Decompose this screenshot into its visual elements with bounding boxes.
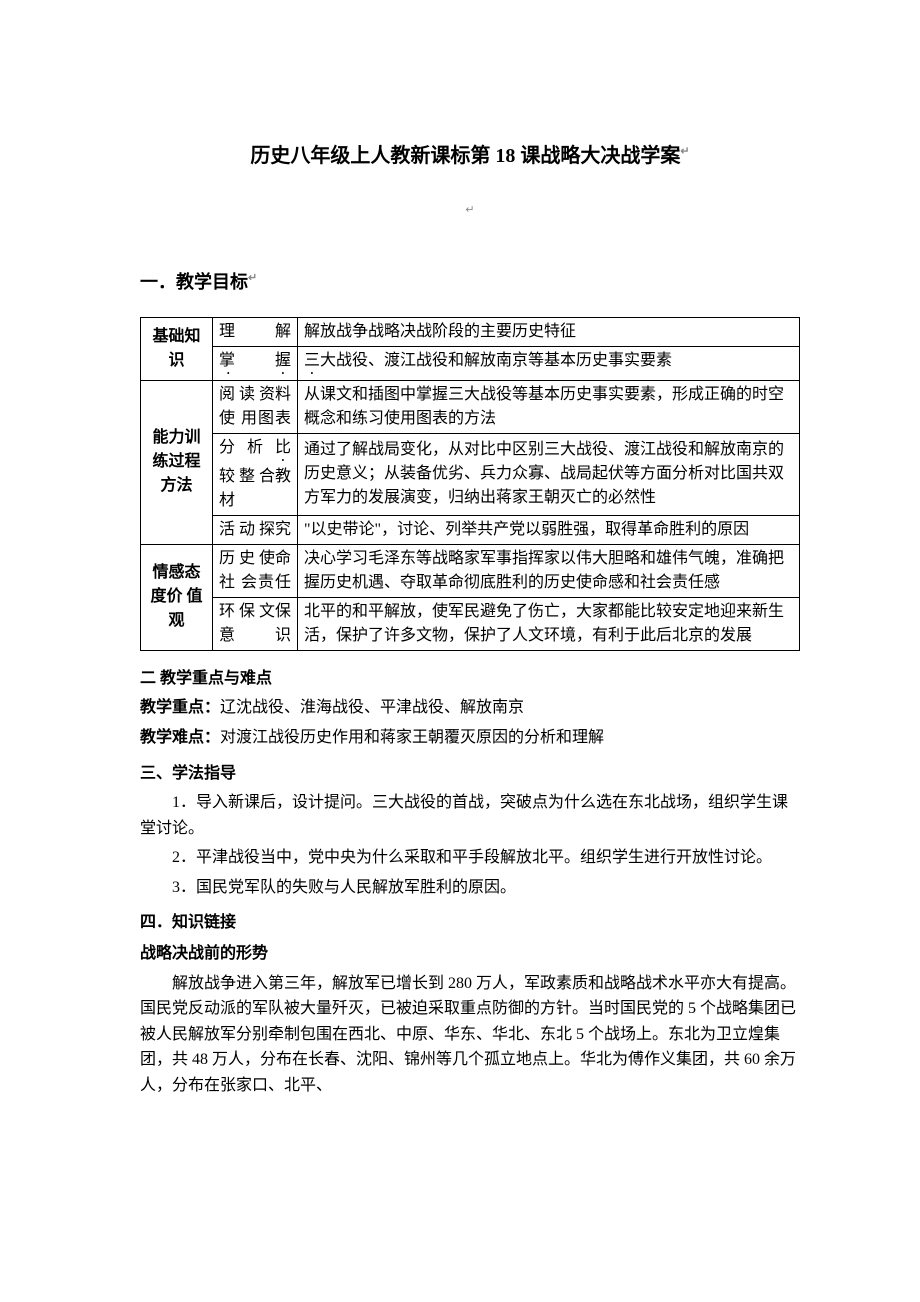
- cell-method: 活 动 探究: [213, 515, 298, 544]
- cell-content: 通过了解战局变化，从对比中区别三大战役、渡江战役和解放南京的历史意义；从装备优劣…: [298, 433, 800, 515]
- return-mark-2: ↵: [465, 204, 474, 216]
- return-mark-3: ↵: [248, 272, 257, 284]
- title-text: 历史八年级上人教新课标第 18 课战略大决战学案: [250, 145, 680, 167]
- empty-return: ↵: [140, 202, 800, 228]
- teaching-focus: 教学重点：辽沈战役、淮海战役、平津战役、解放南京: [140, 695, 800, 721]
- section4-heading: 四．知识链接: [140, 910, 800, 936]
- page-title: 历史八年级上人教新课标第 18 课战略大决战学案↵: [140, 140, 800, 172]
- table-row: 基础知识 理 解 解放战争战略决战阶段的主要历史特征: [141, 317, 800, 346]
- cell-method: 掌 握: [213, 346, 298, 380]
- body-paragraph-1: 解放战争进入第三年，解放军已增长到 280 万人，军政素质和战略战术水平亦大有提…: [140, 971, 800, 1099]
- cell-content: 北平的和平解放，使军民避免了伤亡，大家都能比较安定地迎来新生活，保护了许多文物，…: [298, 597, 800, 650]
- table-row: 活 动 探究 "以史带论"，讨论、列举共产党以弱胜强，取得革命胜利的原因: [141, 515, 800, 544]
- emphasis-text: 比: [275, 439, 291, 456]
- focus-text: 辽沈战役、淮海战役、平津战役、解放南京: [220, 699, 524, 716]
- guide-item-2: 2．平津战役当中，党中央为什么采取和平手段解放北平。组织学生进行开放性讨论。: [140, 845, 800, 871]
- content-rest: 大战役、渡江战役和解放南京等基本历史事实要素: [320, 352, 672, 369]
- return-mark: ↵: [680, 145, 689, 157]
- emphasis-text: 三: [304, 352, 320, 369]
- focus-label: 教学重点：: [140, 699, 220, 716]
- table-row: 情感态度价 值观 历 史 使命 社 会责任 决心学习毛泽东等战略家军事指挥家以伟…: [141, 544, 800, 597]
- cell-content: 三大战役、渡江战役和解放南京等基本历史事实要素: [298, 346, 800, 380]
- guide-item-3: 3．国民党军队的失败与人民解放军胜利的原因。: [140, 875, 800, 901]
- cell-category: 情感态度价 值观: [141, 544, 213, 650]
- difficulty-label: 教学难点：: [140, 729, 220, 746]
- teaching-difficulty: 教学难点：对渡江战役历史作用和蒋家王朝覆灭原因的分析和理解: [140, 725, 800, 751]
- objectives-table: 基础知识 理 解 解放战争战略决战阶段的主要历史特征 掌 握 三大战役、渡江战役…: [140, 317, 800, 651]
- cell-method: 阅 读 资料 使 用图表: [213, 380, 298, 433]
- cell-category: 基础知识: [141, 317, 213, 380]
- difficulty-text: 对渡江战役历史作用和蒋家王朝覆灭原因的分析和理解: [220, 729, 604, 746]
- section3-heading: 三、学法指导: [140, 761, 800, 787]
- section2-heading: 二 教学重点与难点: [140, 666, 800, 692]
- cell-method: 历 史 使命 社 会责任: [213, 544, 298, 597]
- cell-method: 环 保 文保 意识: [213, 597, 298, 650]
- cell-content: 解放战争战略决战阶段的主要历史特征: [298, 317, 800, 346]
- table-row: 环 保 文保 意识 北平的和平解放，使军民避免了伤亡，大家都能比较安定地迎来新生…: [141, 597, 800, 650]
- section1-heading: 一．教学目标↵: [140, 268, 800, 297]
- table-row: 掌 握 三大战役、渡江战役和解放南京等基本历史事实要素: [141, 346, 800, 380]
- table-row: 能力训练过程方法 阅 读 资料 使 用图表 从课文和插图中掌握三大战役等基本历史…: [141, 380, 800, 433]
- cell-content: "以史带论"，讨论、列举共产党以弱胜强，取得革命胜利的原因: [298, 515, 800, 544]
- cell-method: 分 析 比较 整 合教材: [213, 433, 298, 515]
- cell-category: 能力训练过程方法: [141, 380, 213, 544]
- cell-content: 决心学习毛泽东等战略家军事指挥家以伟大胆略和雄伟气魄，准确把握历史机遇、夺取革命…: [298, 544, 800, 597]
- guide-item-1: 1．导入新课后，设计提问。三大战役的首战，突破点为什么选在东北战场，组织学生课堂…: [140, 790, 800, 841]
- cell-method: 理 解: [213, 317, 298, 346]
- section4-subheading: 战略决战前的形势: [140, 941, 800, 967]
- table-row: 分 析 比较 整 合教材 通过了解战局变化，从对比中区别三大战役、渡江战役和解放…: [141, 433, 800, 515]
- section1-heading-text: 一．教学目标: [140, 272, 248, 292]
- cell-content: 从课文和插图中掌握三大战役等基本历史事实要素，形成正确的时空概念和练习使用图表的…: [298, 380, 800, 433]
